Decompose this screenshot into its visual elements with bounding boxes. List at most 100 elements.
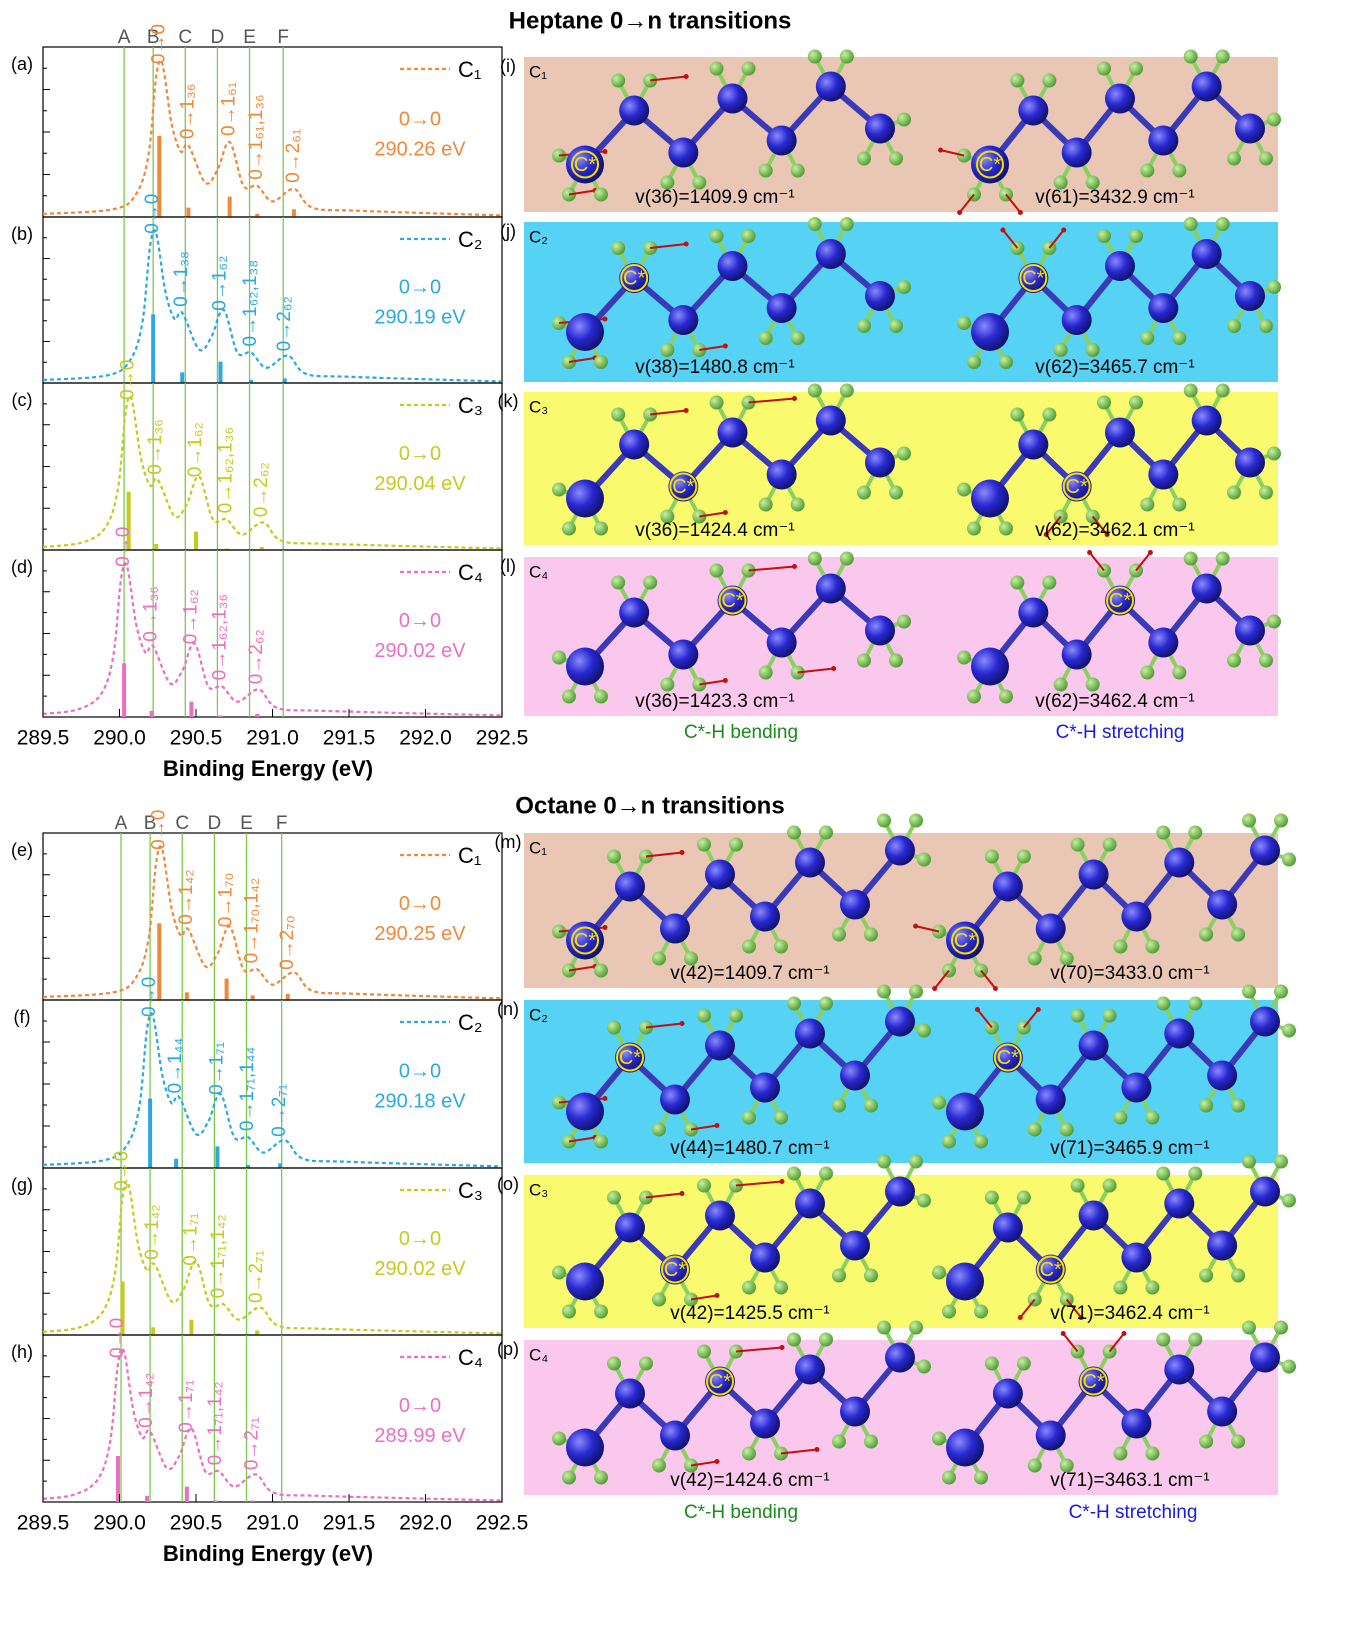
- carbon-label: C₂: [529, 227, 548, 246]
- carbon-atom: [668, 305, 698, 335]
- carbon-atom: [1079, 860, 1109, 890]
- transition-energy: 0→0: [399, 108, 441, 130]
- marked-carbon: C*: [721, 590, 743, 612]
- panel-label: (l): [500, 556, 516, 576]
- hydrogen-atom: [1242, 985, 1256, 999]
- hydrogen-atom: [562, 1305, 576, 1319]
- hydrogen-atom: [840, 50, 854, 64]
- hydrogen-atom: [742, 1281, 756, 1295]
- transition-energy: 0→0: [399, 1395, 441, 1417]
- section-title: Heptane 0→n transitions: [509, 7, 792, 34]
- mode-frequency: v(71)=3463.1 cm⁻¹: [1050, 1470, 1209, 1491]
- peak-label: 0→0: [118, 360, 139, 400]
- hydrogen-atom: [791, 331, 805, 345]
- carbon-atom: [566, 1263, 604, 1301]
- panel-label: (m): [495, 832, 522, 852]
- x-axis-title: Binding Energy (eV): [163, 1541, 373, 1566]
- marked-carbon: C*: [709, 1371, 731, 1393]
- carbon-atom: [767, 293, 797, 323]
- mode-caption: C*-H bending: [684, 1502, 798, 1523]
- panel-label: (j): [500, 221, 516, 241]
- peak-label: 0→1₄₂: [136, 1373, 157, 1428]
- carbon-atom: [795, 848, 825, 878]
- legend-label: C₄: [458, 1345, 483, 1370]
- stick: [185, 992, 189, 1000]
- arrow-head: [603, 149, 608, 154]
- hydrogen-atom: [1242, 1321, 1256, 1335]
- x-tick-label: 289.5: [17, 1512, 70, 1535]
- carbon-atom: [750, 1409, 780, 1439]
- reference-label: C: [175, 813, 189, 834]
- hydrogen-atom: [832, 928, 846, 942]
- x-tick-label: 292.0: [399, 727, 452, 750]
- mode-frequency: v(62)=3465.7 cm⁻¹: [1035, 357, 1194, 378]
- hydrogen-atom: [562, 522, 576, 536]
- arrow-head: [715, 1459, 720, 1464]
- hydrogen-atom: [1282, 853, 1296, 867]
- x-tick-label: 290.5: [170, 727, 223, 750]
- peak-label: 0→1₇₁,1₄₄: [237, 1046, 258, 1131]
- stick: [122, 663, 126, 717]
- hydrogen-atom: [1216, 384, 1230, 398]
- hydrogen-atom: [1054, 343, 1068, 357]
- hydrogen-atom: [967, 690, 981, 704]
- hydrogen-atom: [1145, 940, 1159, 954]
- legend-label: C₃: [458, 1178, 483, 1203]
- hydrogen-atom: [1129, 229, 1143, 243]
- hydrogen-atom: [932, 1432, 946, 1446]
- hydrogen-atom: [1042, 74, 1056, 88]
- hydrogen-atom: [897, 280, 911, 294]
- arrow-head: [680, 850, 685, 855]
- hydrogen-atom: [1172, 331, 1186, 345]
- mode-frequency: v(36)=1409.9 cm⁻¹: [635, 187, 794, 208]
- peak-label: 0→0: [148, 810, 169, 850]
- transition-energy: 290.26 eV: [374, 138, 466, 160]
- hydrogen-atom: [607, 1021, 621, 1035]
- peak-label: 0→1₆₁,1₃₆: [246, 94, 267, 179]
- hydrogen-atom: [1010, 74, 1024, 88]
- hydrogen-atom: [1071, 1009, 1085, 1023]
- reference-label: F: [276, 813, 288, 834]
- stick: [174, 1159, 178, 1168]
- spectrum-panel: (b)C₂0→00→1₃₈0→1₆₂0→1₆₂,1₃₈0→2₆₂0→0290.1…: [11, 194, 502, 383]
- hydrogen-atom: [1028, 952, 1042, 966]
- reference-label: D: [211, 27, 225, 48]
- arrow-head: [957, 210, 962, 215]
- hydrogen-atom: [774, 1281, 788, 1295]
- hydrogen-atom: [1184, 50, 1198, 64]
- arrow-head: [975, 1007, 980, 1012]
- peak-label: 0→2₇₁: [242, 1417, 263, 1470]
- hydrogen-atom: [710, 564, 724, 578]
- hydrogen-atom: [1267, 113, 1281, 127]
- carbon-atom: [816, 239, 846, 269]
- carbon-atom: [1164, 1019, 1194, 1049]
- legend-label: C₁: [458, 57, 481, 82]
- hydrogen-atom: [1282, 1360, 1296, 1374]
- hydrogen-atom: [552, 651, 566, 665]
- marked-carbon: C*: [1082, 1371, 1104, 1393]
- peak-label: 0→1₆₂,1₃₈: [240, 260, 261, 347]
- hydrogen-atom: [729, 1009, 743, 1023]
- marked-carbon: C*: [954, 930, 976, 952]
- carbon-atom: [1079, 1201, 1109, 1231]
- carbon-atom: [750, 1073, 780, 1103]
- stick: [194, 532, 198, 550]
- arrow-head: [1061, 228, 1066, 233]
- molecule-panel: (l)C₄C*C*v(36)=1423.3 cm⁻¹v(62)=3462.4 c…: [500, 550, 1281, 716]
- hydrogen-atom: [611, 74, 625, 88]
- carbon-atom: [1235, 616, 1265, 646]
- peak-label: 0→0: [148, 24, 169, 64]
- carbon-atom: [1105, 251, 1135, 281]
- hydrogen-atom: [808, 217, 822, 231]
- hydrogen-atom: [897, 615, 911, 629]
- hydrogen-atom: [1216, 552, 1230, 566]
- carbon-atom: [1250, 1343, 1280, 1373]
- peak-label: 0→1₃₈: [171, 251, 192, 307]
- hydrogen-atom: [607, 1357, 621, 1371]
- hydrogen-atom: [1042, 408, 1056, 422]
- x-tick-label: 290.5: [170, 1512, 223, 1535]
- transition-energy: 0→0: [399, 276, 441, 298]
- transition-energy: 0→0: [399, 1060, 441, 1082]
